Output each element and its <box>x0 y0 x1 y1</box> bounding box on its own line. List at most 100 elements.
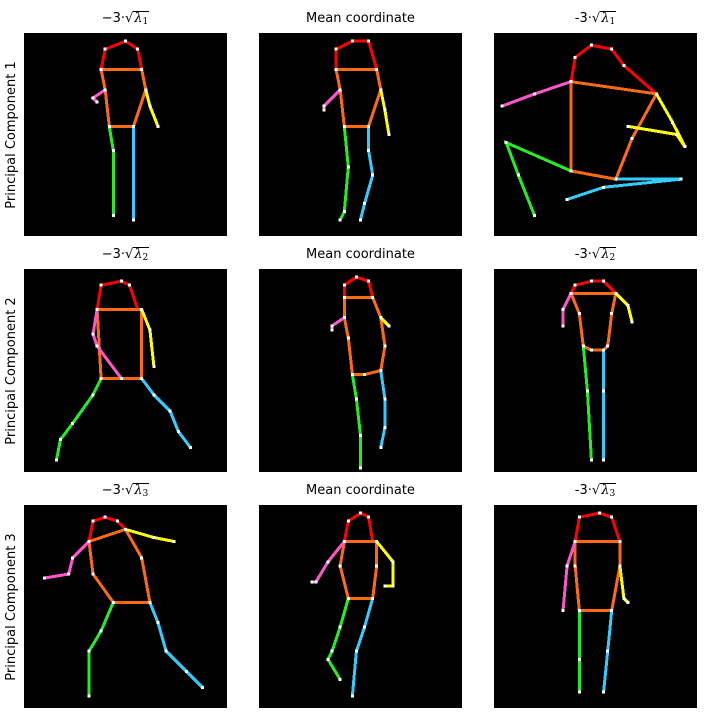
joint-point <box>136 48 139 51</box>
joint-point <box>606 650 609 653</box>
panel-title-r2-c1: −3·√λ2 <box>16 247 236 265</box>
limb-head <box>101 41 142 69</box>
panel-title-r1-c3: -3·√λ1 <box>486 11 706 29</box>
lambda-subscript: 1 <box>143 17 149 27</box>
joint-point <box>566 564 569 567</box>
lambda-subscript: 3 <box>609 489 615 499</box>
joint-point <box>343 125 346 128</box>
joint-point <box>618 564 621 567</box>
joint-point <box>602 280 605 283</box>
sqrt-sign-icon: √ <box>125 11 133 26</box>
limb-right-arm <box>146 90 158 127</box>
sqrt-sign-icon: √ <box>592 11 600 26</box>
joint-point <box>347 166 350 169</box>
joint-point <box>339 678 342 681</box>
lambda-subscript: 2 <box>143 253 149 263</box>
joint-point <box>173 540 176 543</box>
joint-point <box>88 694 91 697</box>
joint-point <box>679 178 682 181</box>
limb-right-leg <box>381 371 385 448</box>
joint-point <box>92 333 95 336</box>
joint-point <box>570 292 573 295</box>
joint-point <box>339 564 342 567</box>
joint-point <box>614 292 617 295</box>
lambda-symbol: λ1 <box>601 11 615 26</box>
lambda-symbol: λ1 <box>134 11 148 26</box>
skeleton-panel-r2-c1 <box>24 269 227 472</box>
joint-point <box>92 520 95 523</box>
skeleton-panel-r3-c1 <box>24 505 227 708</box>
skeleton-panel-r1-c2 <box>259 33 462 236</box>
joint-point <box>570 80 573 83</box>
joint-point <box>675 133 678 136</box>
joint-point <box>363 625 366 628</box>
title-prefix: −3· <box>102 483 125 498</box>
joint-point <box>582 345 585 348</box>
skeleton-plot <box>24 33 227 236</box>
joint-point <box>67 573 70 576</box>
joint-point <box>152 393 155 396</box>
title-prefix: -3· <box>575 483 592 498</box>
joint-point <box>339 625 342 628</box>
limb-left-arm <box>44 542 89 579</box>
joint-point <box>351 40 354 43</box>
limb-right-arm <box>628 94 685 147</box>
joint-point <box>590 349 593 352</box>
title-prefix: -3· <box>575 247 592 262</box>
limb-torso <box>340 542 377 599</box>
joint-point <box>92 573 95 576</box>
joint-point <box>517 174 520 177</box>
joint-point <box>359 512 362 515</box>
joint-point <box>622 64 625 67</box>
joint-point <box>335 48 338 51</box>
joint-point <box>152 365 155 368</box>
limb-right-leg <box>352 598 372 695</box>
joint-point <box>169 410 172 413</box>
limb-left-leg <box>328 598 348 679</box>
joint-point <box>387 133 390 136</box>
joint-point <box>331 650 334 653</box>
joint-point <box>100 629 103 632</box>
title-prefix: -3· <box>575 11 592 26</box>
joint-point <box>375 68 378 71</box>
joint-point <box>655 92 658 95</box>
row-label-pc3: Principal Component 3 <box>2 507 22 707</box>
joint-point <box>88 650 91 653</box>
skeleton-plot <box>259 33 462 236</box>
joint-point <box>574 564 577 567</box>
panel-title-r2-c3: -3·√λ2 <box>486 247 706 265</box>
limb-head <box>571 281 616 293</box>
sqrt-sign-icon: √ <box>125 247 133 262</box>
joint-point <box>343 284 346 287</box>
limb-left-leg <box>340 126 348 219</box>
limb-left-arm <box>332 318 344 330</box>
joint-point <box>610 609 613 612</box>
limb-left-leg <box>89 602 113 695</box>
joint-point <box>614 178 617 181</box>
joint-point <box>610 516 613 519</box>
joint-point <box>606 345 609 348</box>
joint-point <box>355 397 358 400</box>
joint-point <box>132 125 135 128</box>
joint-point <box>189 446 192 449</box>
row-label-pc2: Principal Component 2 <box>2 271 22 471</box>
joint-point <box>314 581 317 584</box>
skeleton-plot <box>24 269 227 472</box>
joint-point <box>100 68 103 71</box>
joint-point <box>602 186 605 189</box>
skeleton-panel-r3-c2 <box>259 505 462 708</box>
limb-right-leg <box>142 379 191 448</box>
skeleton-plot <box>494 505 697 708</box>
joint-point <box>351 373 354 376</box>
joint-point <box>140 556 143 559</box>
joint-point <box>578 609 581 612</box>
joint-point <box>574 56 577 59</box>
limb-right-arm <box>142 310 154 367</box>
panel-title-r2-c2: Mean coordinate <box>251 247 471 263</box>
panel-title-r1-c2: Mean coordinate <box>251 11 471 27</box>
limb-torso <box>89 529 150 602</box>
joint-point <box>578 516 581 519</box>
joint-point <box>574 540 577 543</box>
joint-point <box>339 88 342 91</box>
skeleton-plot <box>494 33 697 236</box>
